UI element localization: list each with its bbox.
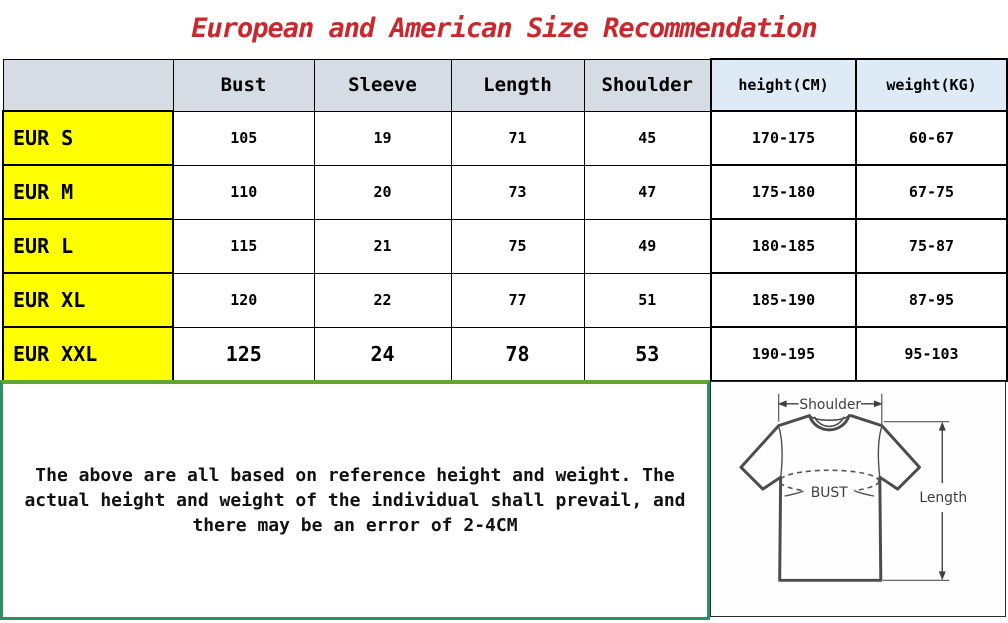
tshirt-outline-path — [739, 414, 921, 582]
table-row-eur-l: EUR L 115 21 75 49 180-185 75-87 — [2, 218, 1008, 274]
size-label: EUR XXL — [2, 326, 174, 382]
header-cell-height: height(CM) — [710, 58, 857, 112]
header-row: Bust Sleeve Length Shoulder height(CM) w… — [2, 58, 1008, 112]
cell-length: 78 — [450, 326, 585, 382]
note-line: there may be an error of 2-4CM — [192, 515, 518, 536]
collar-outer-arc — [807, 414, 851, 432]
cell-height: 170-175 — [710, 110, 857, 166]
size-label: EUR S — [2, 110, 174, 166]
header-cell-bust: Bust — [172, 58, 315, 112]
shoulder-label: Shoulder — [799, 397, 861, 413]
cell-shoulder: 47 — [583, 164, 712, 220]
table-row-eur-xl: EUR XL 120 22 77 51 185-190 87-95 — [2, 272, 1008, 328]
cell-sleeve: 21 — [313, 218, 452, 274]
page-title: European and American Size Recommendatio… — [191, 13, 817, 44]
cell-weight: 87-95 — [855, 272, 1008, 328]
cell-shoulder: 49 — [583, 218, 712, 274]
bust-tick-left — [784, 490, 804, 497]
bust-label: BUST — [811, 485, 848, 501]
size-table: Bust Sleeve Length Shoulder height(CM) w… — [2, 58, 1008, 382]
cell-weight: 60-67 — [855, 110, 1008, 166]
sleeve-seam-left — [778, 426, 783, 478]
length-arrowhead-bottom — [938, 571, 946, 581]
cell-sleeve: 22 — [313, 272, 452, 328]
length-label: Length — [919, 490, 967, 506]
bust-tick-right — [854, 490, 874, 497]
note-line: actual height and weight of the individu… — [24, 490, 686, 511]
cell-sleeve: 19 — [313, 110, 452, 166]
note-box: The above are all based on reference hei… — [0, 380, 710, 620]
bust-label-mask — [804, 482, 855, 499]
size-label: EUR L — [2, 218, 174, 274]
cell-bust: 115 — [172, 218, 315, 274]
table-row-eur-xxl: EUR XXL 125 24 78 53 190-195 95-103 — [2, 326, 1008, 382]
cell-length: 71 — [450, 110, 585, 166]
cell-length: 77 — [450, 272, 585, 328]
cell-height: 180-185 — [710, 218, 857, 274]
bust-dashed-ellipse — [778, 469, 880, 493]
note-line: The above are all based on reference hei… — [35, 465, 675, 486]
cell-length: 75 — [450, 218, 585, 274]
cell-bust: 105 — [172, 110, 315, 166]
size-label: EUR XL — [2, 272, 174, 328]
shoulder-arrowhead-left — [777, 400, 787, 408]
table-row-eur-m: EUR M 110 20 73 47 175-180 67-75 — [2, 164, 1008, 220]
cell-weight: 75-87 — [855, 218, 1008, 274]
cell-height: 190-195 — [710, 326, 857, 382]
cell-bust: 120 — [172, 272, 315, 328]
cell-height: 175-180 — [710, 164, 857, 220]
cell-bust: 110 — [172, 164, 315, 220]
cell-bust: 125 — [172, 326, 315, 382]
cell-weight: 95-103 — [855, 326, 1008, 382]
header-cell-shoulder: Shoulder — [583, 58, 712, 112]
collar-inner-arc — [813, 416, 845, 428]
tshirt-svg: Shoulder Length BUST — [739, 393, 967, 582]
collar-back-arc — [808, 415, 850, 421]
header-cell-length: Length — [450, 58, 585, 112]
header-cell-sleeve: Sleeve — [313, 58, 452, 112]
length-arrowhead-top — [938, 421, 946, 431]
sleeve-seam-right — [877, 426, 883, 478]
cell-height: 185-190 — [710, 272, 857, 328]
cell-shoulder: 51 — [583, 272, 712, 328]
tshirt-diagram: Shoulder Length BUST — [710, 381, 1006, 617]
cell-weight: 67-75 — [855, 164, 1008, 220]
cell-sleeve: 20 — [313, 164, 452, 220]
cell-shoulder: 45 — [583, 110, 712, 166]
header-cell-weight: weight(KG) — [855, 58, 1008, 112]
cell-length: 73 — [450, 164, 585, 220]
cell-shoulder: 53 — [583, 326, 712, 382]
shoulder-arrowhead-right — [873, 400, 883, 408]
cell-sleeve: 24 — [313, 326, 452, 382]
header-cell-size — [2, 58, 174, 112]
table-row-eur-s: EUR S 105 19 71 45 170-175 60-67 — [2, 110, 1008, 166]
size-label: EUR M — [2, 164, 174, 220]
